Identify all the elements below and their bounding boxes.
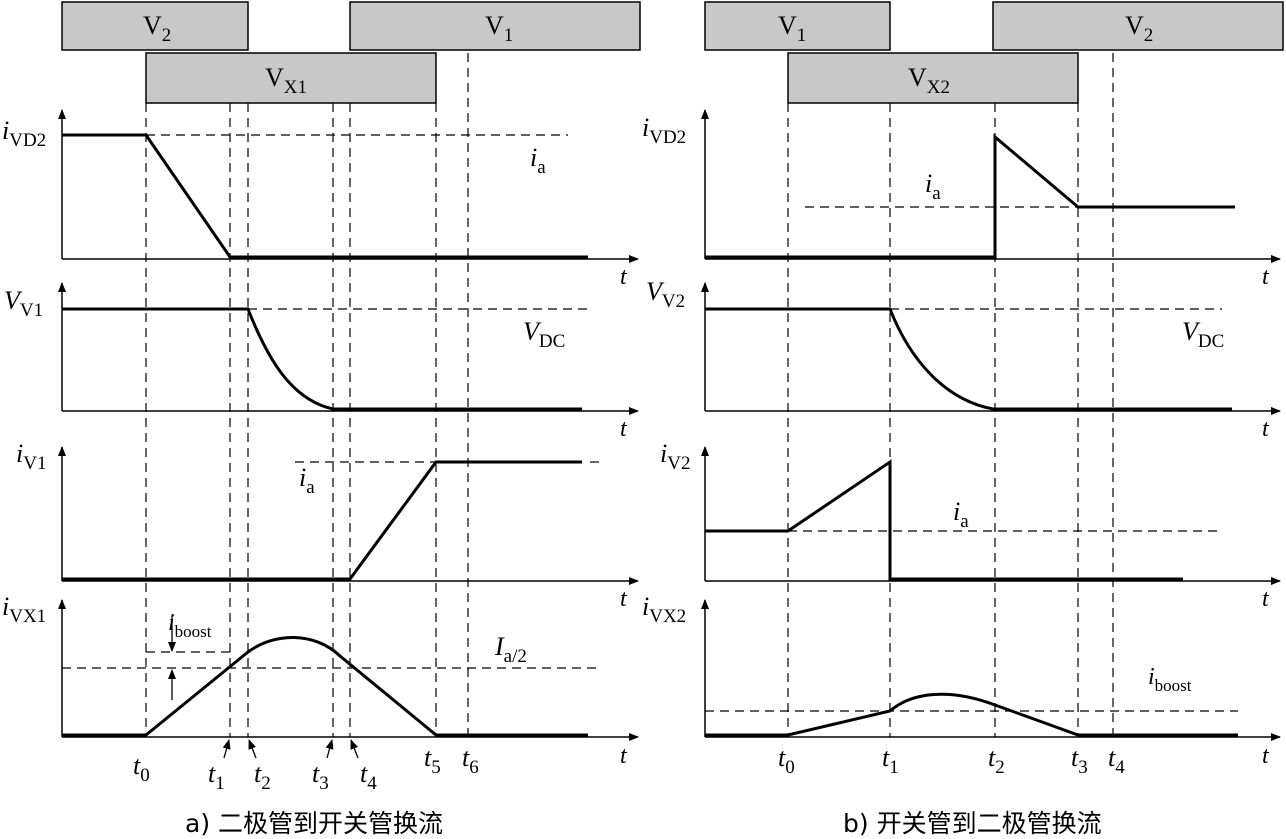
- t-label-b-4: t: [1262, 743, 1270, 769]
- axis-label-b-iVX2: iVX2: [642, 592, 686, 627]
- axis-label-b-VV2: VV2: [646, 277, 685, 312]
- panel-b: V1 V2 VX2 t t t t: [642, 1, 1284, 838]
- t2-pointer-a: [248, 739, 257, 759]
- level-label-a-ia2: Ia/2: [494, 632, 527, 667]
- time-mark-label-a-0: t0: [133, 751, 150, 786]
- axis-label-a-iV1: iV1: [16, 439, 46, 474]
- time-mark-label-a-5: t5: [424, 743, 441, 778]
- level-label-a-iboost: iboost: [168, 610, 212, 641]
- bar-a-middle: [145, 52, 437, 104]
- level-lines-a: [62, 134, 600, 669]
- time-mark-label-a-4: t4: [360, 759, 377, 794]
- wave-a-iVX1: [62, 636, 588, 737]
- axis-label-b-iVD2: iVD2: [642, 113, 686, 148]
- axis-label-a-iVD2: iVD2: [2, 116, 46, 151]
- bar-b-top-right-label: V2: [1125, 11, 1153, 46]
- bar-a-middle-label: VX1: [265, 63, 307, 98]
- level-label-b-vdc: VDC: [1182, 317, 1224, 352]
- level-label-b-ia-2: ia: [953, 497, 969, 532]
- level-label-a-ia-1: ia: [530, 143, 546, 178]
- time-mark-labels-a: t0 t1 t2 t3 t4 t5 t6: [133, 743, 479, 794]
- wave-a-iV1: [62, 460, 582, 581]
- time-mark-label-a-2: t2: [254, 759, 271, 794]
- level-label-b-iboost: iboost: [1148, 664, 1192, 695]
- bar-a-top-left: [61, 1, 249, 51]
- time-mark-label-b-3: t3: [1071, 743, 1088, 778]
- t-label-a-3: t: [620, 586, 628, 612]
- time-mark-labels-b: t0 t1 t2 t3 t4: [778, 743, 1125, 778]
- time-mark-label-b-0: t0: [778, 743, 795, 778]
- axis-label-b-iV2: iV2: [660, 439, 690, 474]
- wave-b-VV2: [705, 307, 1232, 411]
- panel-a: V2 V1 VX1 t t t t: [2, 1, 641, 838]
- time-mark-label-b-1: t1: [882, 743, 899, 778]
- wave-b-iVD2: [705, 133, 1235, 259]
- t-label-a-2: t: [620, 416, 628, 442]
- level-label-a-ia-2: ia: [299, 463, 315, 498]
- t-label-b-1: t: [1262, 264, 1270, 290]
- time-mark-label-a-6: t6: [462, 743, 479, 778]
- bar-b-top-left: [704, 1, 891, 51]
- axis-label-a-iVX1: iVX1: [2, 592, 46, 627]
- time-mark-label-b-2: t2: [988, 743, 1005, 778]
- time-marks-b: [787, 53, 1114, 737]
- bar-a-top-right: [349, 1, 641, 51]
- time-mark-label-b-4: t4: [1108, 743, 1125, 778]
- axis-label-a-VV1: VV1: [4, 286, 43, 321]
- caption-b: b) 开关管到二极管换流: [843, 809, 1102, 838]
- t3-pointer-a: [325, 739, 334, 759]
- time-mark-label-a-3: t3: [312, 759, 329, 794]
- wave-a-iVD2: [62, 133, 588, 259]
- t1-pointer-a: [222, 739, 231, 759]
- level-label-a-vdc: VDC: [523, 317, 565, 352]
- t-label-b-3: t: [1262, 586, 1270, 612]
- t-label-a-1: t: [620, 264, 628, 290]
- time-marks-a: [145, 53, 469, 737]
- bar-b-middle-label: VX2: [908, 63, 950, 98]
- bar-b-middle: [787, 52, 1079, 104]
- t4-pointer-a: [350, 739, 359, 759]
- bar-a-top-right-label: V1: [485, 11, 513, 46]
- wave-a-VV1: [62, 307, 582, 411]
- level-lines-b: [705, 206, 1238, 712]
- caption-a: a) 二极管到开关管换流: [185, 809, 443, 838]
- wave-b-iV2: [705, 459, 1183, 581]
- t-label-b-2: t: [1262, 416, 1270, 442]
- wave-b-iVX2: [705, 692, 1238, 737]
- bar-b-top-right: [992, 1, 1284, 51]
- t-label-a-4: t: [620, 743, 628, 769]
- level-label-b-ia-1: ia: [925, 169, 941, 204]
- bar-a-top-left-label: V2: [143, 11, 171, 46]
- time-mark-label-a-1: t1: [208, 759, 225, 794]
- bar-b-top-left-label: V1: [778, 11, 806, 46]
